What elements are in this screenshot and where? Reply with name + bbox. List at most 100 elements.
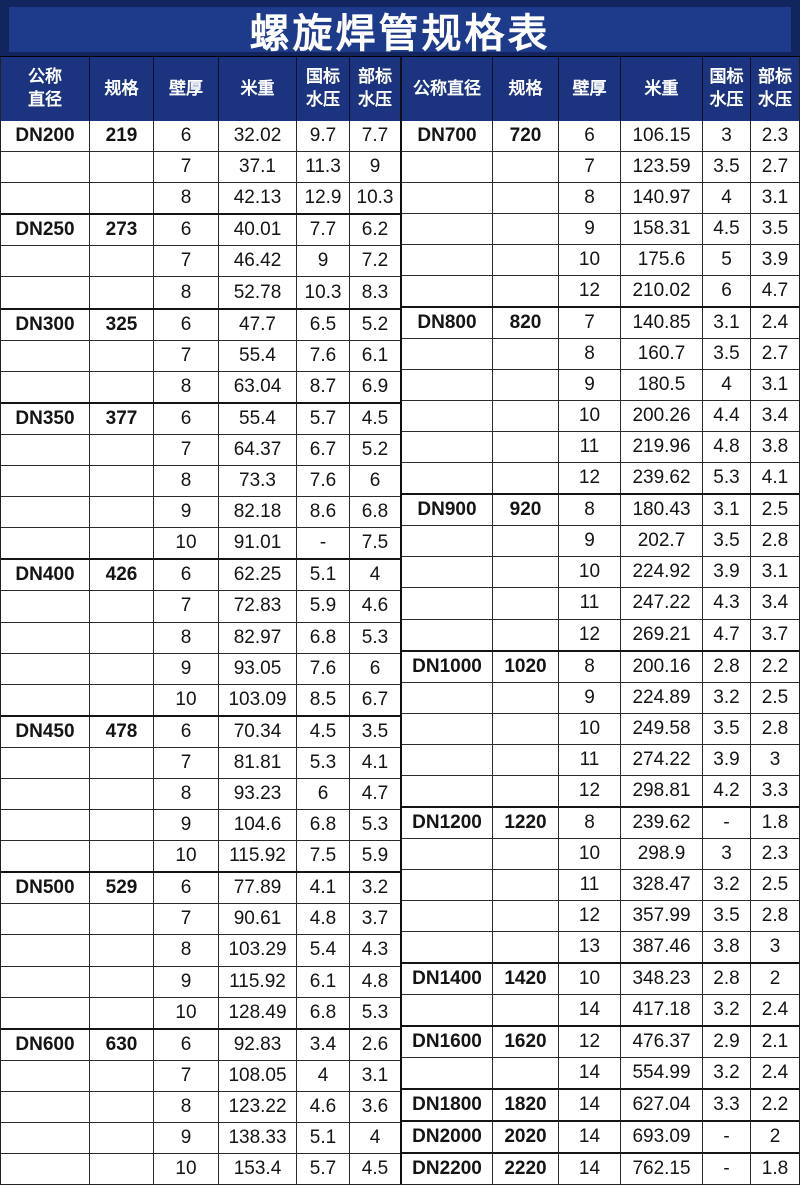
gb-pressure-cell: 6 <box>702 276 750 307</box>
spec-cell <box>492 214 558 245</box>
spec-cell <box>89 747 153 778</box>
gb-pressure-cell: 5 <box>702 245 750 276</box>
dn-cell <box>1 246 89 276</box>
thickness-cell: 9 <box>558 214 620 245</box>
thickness-cell: 11 <box>558 432 620 463</box>
spec-cell <box>492 588 558 619</box>
gb-pressure-cell: 4.4 <box>702 401 750 432</box>
bb-pressure-cell: 3.5 <box>750 214 799 245</box>
weight-cell: 239.62 <box>620 807 702 838</box>
weight-cell: 128.49 <box>218 997 296 1028</box>
bb-pressure-cell: 3.3 <box>750 775 799 806</box>
dn-cell <box>1 1154 89 1184</box>
spec-cell <box>89 997 153 1028</box>
gb-pressure-cell: 4.8 <box>702 432 750 463</box>
spec-cell: 273 <box>89 215 153 246</box>
thickness-cell: 6 <box>153 560 218 591</box>
weight-cell: 46.42 <box>218 246 296 277</box>
weight-cell: 70.34 <box>218 716 296 747</box>
bb-pressure-cell: 4.7 <box>750 276 799 307</box>
weight-cell: 476.37 <box>620 1026 702 1057</box>
bb-pressure-cell: 2.8 <box>750 900 799 931</box>
bb-pressure-cell: 3.1 <box>750 370 799 401</box>
spec-cell <box>89 277 153 308</box>
thickness-cell: 14 <box>558 1122 620 1153</box>
table-row: DN1400 1420 10 348.23 2.8 2 <box>402 961 799 994</box>
bb-pressure-cell: 2.3 <box>750 838 799 869</box>
thickness-cell: 8 <box>558 339 620 370</box>
bb-pressure-cell: 3.1 <box>750 557 799 588</box>
dn-cell <box>402 401 492 431</box>
table-row: 12 210.02 6 4.7 <box>402 275 799 307</box>
bb-pressure-cell: 3.1 <box>750 183 799 214</box>
table-row: 8 73.3 7.6 6 <box>1 465 400 497</box>
table-row: 7 108.05 4 3.1 <box>1 1059 400 1091</box>
spec-cell: 820 <box>492 308 558 339</box>
gb-pressure-cell: 4.8 <box>296 904 349 935</box>
thickness-cell: 10 <box>558 838 620 869</box>
gb-pressure-cell: 4 <box>702 183 750 214</box>
gb-pressure-cell: 3.1 <box>702 308 750 339</box>
bb-pressure-cell: 2.3 <box>750 121 799 152</box>
weight-cell: 103.29 <box>218 935 296 966</box>
weight-cell: 153.4 <box>218 1154 296 1185</box>
thickness-cell: 8 <box>153 622 218 653</box>
spec-cell: 630 <box>89 1029 153 1060</box>
spec-cell: 529 <box>89 873 153 904</box>
table-row: 10 115.92 7.5 5.9 <box>1 840 400 872</box>
dn-cell <box>1 685 89 715</box>
dn-cell: DN700 <box>417 125 477 147</box>
column-header: 公称直径 <box>413 78 481 98</box>
dn-cell <box>1 967 89 997</box>
weight-cell: 140.85 <box>620 308 702 339</box>
dn-cell <box>402 370 492 400</box>
table-row: 8 52.78 10.3 8.3 <box>1 276 400 308</box>
table-row: DN200 219 6 32.02 9.7 7.7 <box>1 121 400 152</box>
dn-cell <box>402 463 492 493</box>
thickness-cell: 12 <box>558 900 620 931</box>
dn-cell <box>1 591 89 621</box>
table-row: 9 224.89 3.2 2.5 <box>402 681 799 713</box>
table-row: 14 554.99 3.2 2.4 <box>402 1056 799 1088</box>
dn-cell <box>402 152 492 182</box>
table-row: 9 104.6 6.8 5.3 <box>1 809 400 841</box>
spec-table: 公称 直径 规格 壁厚 米重 国标 水压 部标 水压 DN200 219 6 32.02 9.7 7.… <box>0 57 800 1185</box>
thickness-cell: 7 <box>153 340 218 371</box>
weight-cell: 140.97 <box>620 183 702 214</box>
bb-pressure-cell: 2.8 <box>750 713 799 744</box>
spec-cell: 1020 <box>492 651 558 682</box>
bb-pressure-cell: 5.2 <box>349 309 400 340</box>
bb-pressure-cell: 3.4 <box>750 401 799 432</box>
thickness-cell: 10 <box>558 963 620 994</box>
gb-pressure-cell: 8.5 <box>296 684 349 715</box>
dn-cell <box>402 683 492 713</box>
thickness-cell: 10 <box>153 841 218 872</box>
gb-pressure-cell: 4.6 <box>296 1091 349 1122</box>
bb-pressure-cell: 3.2 <box>349 873 400 904</box>
bb-pressure-cell: 3.7 <box>750 619 799 650</box>
column-header: 公称 直径 <box>28 67 62 109</box>
bb-pressure-cell: 7.2 <box>349 246 400 277</box>
bb-pressure-cell: 6 <box>349 466 400 497</box>
bb-pressure-cell: 5.3 <box>349 997 400 1028</box>
spec-cell <box>492 401 558 432</box>
bb-pressure-cell: 4.3 <box>349 935 400 966</box>
weight-cell: 298.9 <box>620 838 702 869</box>
dn-cell <box>402 183 492 213</box>
thickness-cell: 14 <box>558 1057 620 1088</box>
gb-pressure-cell: 2.8 <box>702 651 750 682</box>
dn-cell <box>1 998 89 1028</box>
bb-pressure-cell: 3.6 <box>349 1091 400 1122</box>
weight-cell: 73.3 <box>218 466 296 497</box>
weight-cell: 627.04 <box>620 1089 702 1120</box>
dn-cell <box>402 214 492 244</box>
thickness-cell: 7 <box>558 152 620 183</box>
gb-pressure-cell: 3.9 <box>702 557 750 588</box>
spec-cell <box>89 246 153 277</box>
bb-pressure-cell: 2.4 <box>750 308 799 339</box>
weight-cell: 417.18 <box>620 994 702 1025</box>
dn-cell <box>1 435 89 465</box>
thickness-cell: 7 <box>558 308 620 339</box>
dn-cell: DN2200 <box>412 1158 482 1180</box>
table-row: 10 175.6 5 3.9 <box>402 244 799 276</box>
